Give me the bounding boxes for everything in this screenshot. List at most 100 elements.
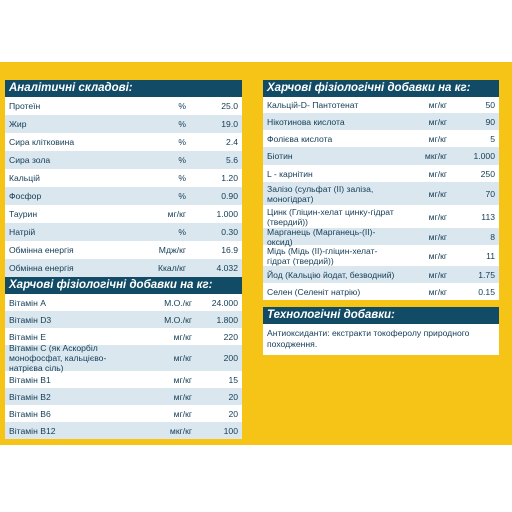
row-label: Марганець (Марганець-(II)-оксид) xyxy=(267,226,376,247)
technological-additives-title: Технологічні добавки: xyxy=(263,307,499,324)
table-row: Вітамін Е мг/кг 220 xyxy=(5,328,242,345)
row-value: 90 xyxy=(485,116,495,127)
row-value: 24.000 xyxy=(211,297,238,308)
row-label: Протеїн xyxy=(9,101,41,111)
row-value: 200 xyxy=(223,353,238,363)
row-label: Вітамін В2 xyxy=(9,391,51,402)
vitamins-title: Харчові фізіологічні добавки на кг: xyxy=(5,277,242,294)
row-unit: мг/кг xyxy=(428,168,447,179)
row-unit: % xyxy=(178,137,186,147)
row-unit: М.О./кг xyxy=(164,297,192,308)
row-value: 8 xyxy=(490,231,495,242)
row-value: 100 xyxy=(223,425,238,436)
table-row: Вітамін В2 мг/кг 20 xyxy=(5,388,242,405)
row-value: 0.30 xyxy=(221,227,238,237)
row-unit: мг/кг xyxy=(428,100,447,110)
row-label: Вітамін С (як Аскорбіл монофосфат, кальц… xyxy=(9,343,107,373)
technological-additives-table: Технологічні добавки: Антиоксиданти: екс… xyxy=(263,307,499,355)
table-row: Цинк (Гліцин-хелат цинку-гідрат (твердий… xyxy=(263,205,499,228)
row-unit: мг/кг xyxy=(173,408,192,419)
table-row: Сира клітковина% 2.4 xyxy=(5,133,242,151)
table-row: Вітамін А М.О./кг 24.000 xyxy=(5,294,242,311)
row-label: Залізо (сульфат (II) заліза, моногідрат) xyxy=(267,183,374,204)
technological-additives-text: Антиоксиданти: екстракти токоферолу прир… xyxy=(267,328,470,349)
table-row: Протеїн% 25.0 xyxy=(5,97,242,115)
table-row: Вітамін В12 мкг/кг 100 xyxy=(5,422,242,439)
analytic-components-table: Аналітичні складові: Протеїн% 25.0 Жир% 19.… xyxy=(5,80,242,277)
table-row: Обмінна енергія Мдж/кг 16.9 xyxy=(5,241,242,259)
row-value: 50 xyxy=(485,100,495,110)
row-label: Вітамін В12 xyxy=(9,425,56,436)
row-value: 250 xyxy=(480,168,495,179)
table-row: Фосфор% 0.90 xyxy=(5,187,242,205)
row-unit: мг/кг xyxy=(428,286,447,297)
row-label: Вітамін В6 xyxy=(9,408,51,419)
row-value: 1.000 xyxy=(216,209,238,219)
table-row: Вітамін С (як Аскорбіл монофосфат, кальц… xyxy=(5,343,242,373)
row-value: 1.000 xyxy=(473,151,495,161)
row-label: Біотин xyxy=(267,151,293,161)
row-label: Таурин xyxy=(9,209,38,219)
row-label: Мідь (Мідь (II)-гліцин-хелат-гідрат (тве… xyxy=(267,245,378,266)
table-row: Сира зола% 5.6 xyxy=(5,151,242,169)
additives-title: Харчові фізіологічні добавки на кг: xyxy=(263,80,499,97)
row-value: 11 xyxy=(486,250,495,261)
row-label: Натрій xyxy=(9,227,36,237)
row-value: 1.20 xyxy=(221,173,238,183)
row-label: Вітамін А xyxy=(9,297,46,308)
row-unit: % xyxy=(178,119,186,129)
row-unit: Ккал/кг xyxy=(157,263,186,273)
row-value: 113 xyxy=(481,211,495,222)
row-value: 70 xyxy=(485,188,495,199)
row-unit: мг/кг xyxy=(428,231,447,242)
row-value: 4.032 xyxy=(216,263,238,273)
row-value: 19.0 xyxy=(221,119,238,129)
row-value: 5 xyxy=(490,133,495,144)
table-row: Залізо (сульфат (II) заліза, моногідрат)… xyxy=(263,182,499,205)
row-label: Фолієва кислота xyxy=(267,133,333,144)
row-label: Кальцій xyxy=(9,173,40,183)
table-row: Вітамін В1 мг/кг 15 xyxy=(5,371,242,388)
row-unit: % xyxy=(178,173,186,183)
row-value: 0.15 xyxy=(478,286,495,297)
row-unit: М.О./кг xyxy=(164,314,192,325)
table-row: Кальцій% 1.20 xyxy=(5,169,242,187)
row-label: Сира клітковина xyxy=(9,137,75,147)
row-unit: мг/кг xyxy=(428,188,447,199)
row-unit: мг/кг xyxy=(428,250,447,261)
row-value: 25.0 xyxy=(221,101,238,111)
table-row: Біотин мкг/кг 1.000 xyxy=(263,147,499,165)
table-row: Йод (Кальцію йодат, безводний) мг/кг 1.75 xyxy=(263,266,499,283)
row-label: Селен (Селеніт натрію) xyxy=(267,286,361,297)
row-label: Йод (Кальцію йодат, безводний) xyxy=(267,269,395,280)
row-value: 1.75 xyxy=(478,269,495,280)
table-row: Вітамін D3 М.О./кг 1.800 xyxy=(5,311,242,328)
analytic-components-title: Аналітичні складові: xyxy=(5,80,242,97)
table-row: Селен (Селеніт натрію) мг/кг 0.15 xyxy=(263,283,499,300)
table-row: Обмінна енергія Ккал/кг 4.032 xyxy=(5,259,242,277)
table-row: Фолієва кислота мг/кг 5 xyxy=(263,130,499,147)
row-value: 20 xyxy=(228,408,238,419)
table-row: Жир% 19.0 xyxy=(5,115,242,133)
row-unit: мг/кг xyxy=(428,133,447,144)
table-row: Вітамін В6 мг/кг 20 xyxy=(5,405,242,422)
row-unit: мг/кг xyxy=(428,116,447,127)
vitamins-table: Харчові фізіологічні добавки на кг: Віта… xyxy=(5,277,242,439)
row-value: 20 xyxy=(228,391,238,402)
table-row: Мідь (Мідь (II)-гліцин-хелат-гідрат (тве… xyxy=(263,245,499,266)
row-unit: мкг/кг xyxy=(424,151,447,161)
row-unit: мг/кг xyxy=(173,353,192,363)
table-row: Таурин мг/кг 1.000 xyxy=(5,205,242,223)
row-unit: Мдж/кг xyxy=(158,245,186,255)
row-unit: мг/кг xyxy=(167,209,186,219)
row-label: Обмінна енергія xyxy=(9,245,74,255)
row-value: 16.9 xyxy=(221,245,238,255)
row-unit: мг/кг xyxy=(428,211,447,222)
row-label: L - карнітин xyxy=(267,168,313,179)
row-unit: % xyxy=(178,227,186,237)
row-label: Фосфор xyxy=(9,191,42,201)
row-unit: мг/кг xyxy=(173,331,192,342)
row-unit: % xyxy=(178,155,186,165)
row-value: 220 xyxy=(223,331,238,342)
row-label: Жир xyxy=(9,119,27,129)
